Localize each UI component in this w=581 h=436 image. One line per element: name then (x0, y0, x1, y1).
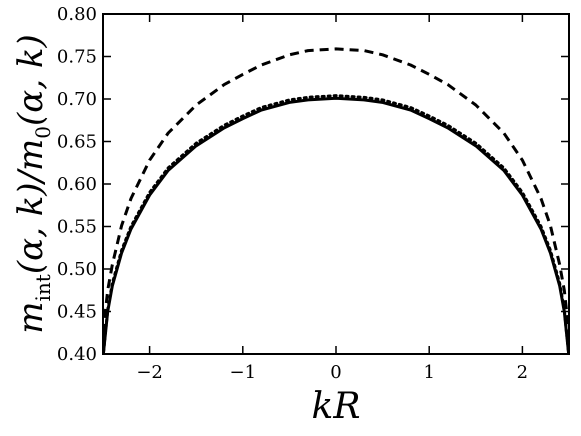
y-tick-label: 0.60 (57, 174, 97, 195)
y-tick-label: 0.55 (57, 217, 97, 238)
plot-frame (102, 13, 570, 355)
series-line-dashed (103, 47, 569, 333)
y-tick-label: 0.75 (57, 47, 97, 68)
y-ticks: 0.40 0.45 0.50 0.55 0.60 0.65 0.70 0.75 0.80 (57, 4, 569, 365)
plot-background (103, 14, 569, 354)
y-tick-label: 0.50 (57, 259, 97, 280)
y-tick-label: 0.40 (57, 344, 97, 365)
x-ticks: −2 −1 0 1 2 (136, 14, 528, 383)
series-line-solid (103, 96, 569, 354)
x-tick-label: 2 (517, 362, 528, 383)
y-tick-label: 0.45 (57, 302, 97, 323)
y-axis-label: mint(α, k)/m0(α, k) (11, 34, 55, 333)
series-layer (103, 47, 569, 354)
y-tick-label: 0.80 (57, 4, 97, 25)
x-tick-label: 0 (330, 362, 341, 383)
x-tick-label: −1 (230, 362, 257, 383)
y-tick-label: 0.65 (57, 132, 97, 153)
x-tick-label: 1 (423, 362, 434, 383)
y-tick-label: 0.70 (57, 89, 97, 110)
x-tick-label: −2 (136, 362, 163, 383)
x-axis-label: kR (312, 386, 361, 427)
